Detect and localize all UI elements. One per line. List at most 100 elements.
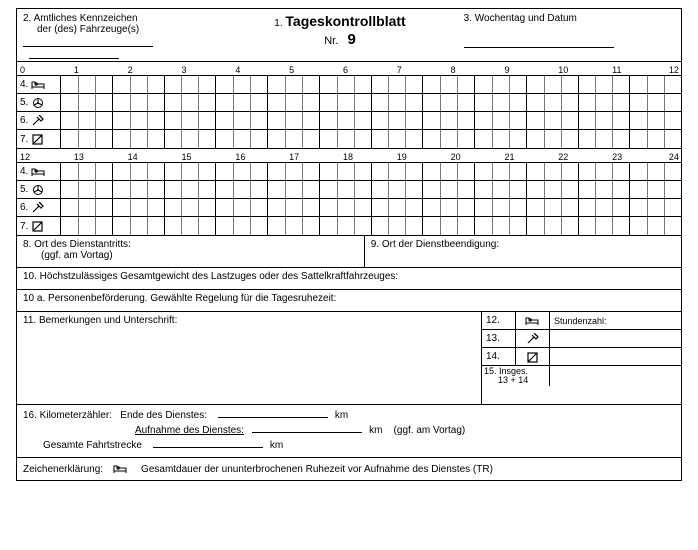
hour-cell[interactable] — [113, 181, 165, 198]
hour-cell[interactable] — [527, 217, 579, 235]
hour-cell[interactable] — [268, 76, 320, 93]
hour-cell[interactable] — [268, 181, 320, 198]
hour-cell[interactable] — [423, 181, 475, 198]
field3-input[interactable] — [464, 36, 614, 48]
timeline-row[interactable] — [61, 199, 681, 217]
hour-cell[interactable] — [475, 163, 527, 180]
hour-cell[interactable] — [372, 217, 424, 235]
hour-cell[interactable] — [475, 199, 527, 216]
timeline-row[interactable] — [61, 217, 681, 235]
timeline-row[interactable] — [61, 181, 681, 199]
hour-cell[interactable] — [423, 217, 475, 235]
km-ende-input[interactable] — [218, 408, 328, 418]
hour-cell[interactable] — [372, 163, 424, 180]
hour-cell[interactable] — [268, 217, 320, 235]
hour-cell[interactable] — [268, 112, 320, 129]
hour-cell[interactable] — [372, 181, 424, 198]
hour-cell[interactable] — [579, 94, 631, 111]
hour-cell[interactable] — [630, 76, 681, 93]
hour-cell[interactable] — [165, 76, 217, 93]
hour-cell[interactable] — [113, 163, 165, 180]
hour-cell[interactable] — [527, 94, 579, 111]
hour-cell[interactable] — [113, 217, 165, 235]
hour-cell[interactable] — [630, 163, 681, 180]
hour-cell[interactable] — [61, 199, 113, 216]
hour-cell[interactable] — [165, 217, 217, 235]
hour-cell[interactable] — [372, 199, 424, 216]
hour-cell[interactable] — [113, 199, 165, 216]
hour-cell[interactable] — [527, 163, 579, 180]
hour-cell[interactable] — [216, 217, 268, 235]
hour-cell[interactable] — [372, 130, 424, 148]
hour-cell[interactable] — [113, 130, 165, 148]
hour-cell[interactable] — [61, 181, 113, 198]
hour-cell[interactable] — [216, 94, 268, 111]
hour-cell[interactable] — [268, 163, 320, 180]
hour-cell[interactable] — [630, 181, 681, 198]
hour-cell[interactable] — [61, 112, 113, 129]
hour-cell[interactable] — [423, 112, 475, 129]
hour-cell[interactable] — [61, 217, 113, 235]
hour-cell[interactable] — [372, 112, 424, 129]
hour-cell[interactable] — [527, 199, 579, 216]
hour-cell[interactable] — [475, 76, 527, 93]
hour-cell[interactable] — [527, 76, 579, 93]
km-gesamt-input[interactable] — [153, 438, 263, 448]
hour-cell[interactable] — [372, 76, 424, 93]
hour-cell[interactable] — [216, 199, 268, 216]
timeline-row[interactable] — [61, 94, 681, 112]
hour-cell[interactable] — [579, 163, 631, 180]
hour-cell[interactable] — [61, 130, 113, 148]
field2-input-b[interactable] — [29, 47, 119, 59]
hour-cell[interactable] — [630, 130, 681, 148]
timeline-row[interactable] — [61, 112, 681, 130]
hour-cell[interactable] — [268, 130, 320, 148]
hour-cell[interactable] — [527, 112, 579, 129]
hour-cell[interactable] — [320, 76, 372, 93]
hour-cell[interactable] — [630, 112, 681, 129]
hour-cell[interactable] — [475, 130, 527, 148]
hour-cell[interactable] — [113, 94, 165, 111]
hour-cell[interactable] — [165, 199, 217, 216]
hour-cell[interactable] — [630, 217, 681, 235]
hour-cell[interactable] — [527, 130, 579, 148]
hour-cell[interactable] — [475, 217, 527, 235]
hour-cell[interactable] — [320, 163, 372, 180]
hour-cell[interactable] — [630, 199, 681, 216]
timeline-row[interactable] — [61, 130, 681, 148]
hour-cell[interactable] — [579, 130, 631, 148]
hour-cell[interactable] — [113, 112, 165, 129]
hour-cell[interactable] — [216, 112, 268, 129]
hour-cell[interactable] — [268, 199, 320, 216]
hour-cell[interactable] — [165, 94, 217, 111]
hour-cell[interactable] — [423, 130, 475, 148]
hour-cell[interactable] — [423, 94, 475, 111]
hour-cell[interactable] — [579, 199, 631, 216]
hour-cell[interactable] — [475, 112, 527, 129]
hour-cell[interactable] — [216, 163, 268, 180]
hour-cell[interactable] — [423, 163, 475, 180]
hour-cell[interactable] — [113, 76, 165, 93]
hour-cell[interactable] — [579, 76, 631, 93]
hour-cell[interactable] — [165, 163, 217, 180]
hour-cell[interactable] — [165, 112, 217, 129]
hour-cell[interactable] — [320, 181, 372, 198]
hour-cell[interactable] — [61, 76, 113, 93]
hour-cell[interactable] — [61, 163, 113, 180]
timeline-row[interactable] — [61, 76, 681, 94]
hour-cell[interactable] — [320, 130, 372, 148]
hour-cell[interactable] — [320, 217, 372, 235]
hour-cell[interactable] — [579, 217, 631, 235]
hour-cell[interactable] — [423, 76, 475, 93]
hour-cell[interactable] — [320, 112, 372, 129]
hour-cell[interactable] — [165, 181, 217, 198]
hour-cell[interactable] — [579, 181, 631, 198]
hour-cell[interactable] — [372, 94, 424, 111]
hour-cell[interactable] — [61, 94, 113, 111]
hour-cell[interactable] — [630, 94, 681, 111]
field2-input-a[interactable] — [23, 35, 153, 47]
km-aufnahme-input[interactable] — [252, 423, 362, 433]
hour-cell[interactable] — [423, 199, 475, 216]
hour-cell[interactable] — [216, 76, 268, 93]
timeline-row[interactable] — [61, 163, 681, 181]
